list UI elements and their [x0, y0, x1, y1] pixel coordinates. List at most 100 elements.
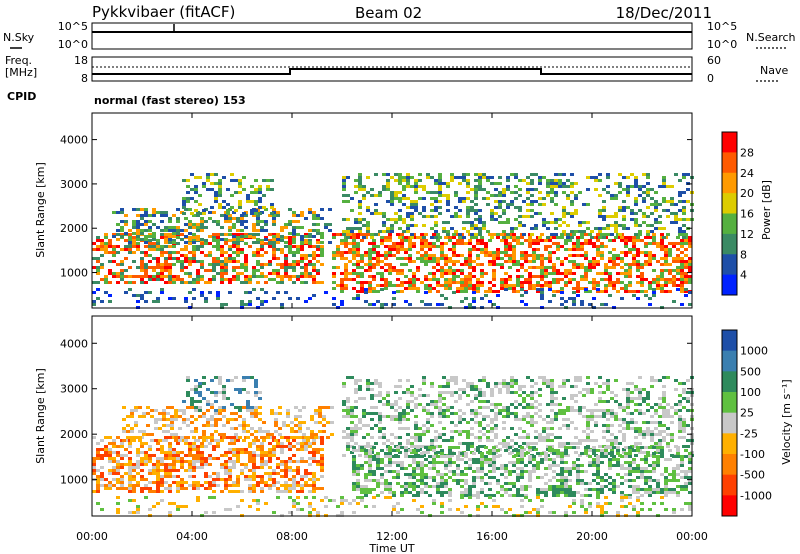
- power-cell: [128, 288, 132, 291]
- velocity-cell: [236, 475, 240, 478]
- velocity-cell: [180, 487, 184, 490]
- power-cell: [184, 241, 188, 244]
- power-cell: [156, 211, 160, 214]
- power-cell: [376, 300, 380, 303]
- power-cell: [436, 281, 440, 284]
- power-cell: [466, 206, 470, 209]
- velocity-cell: [226, 418, 230, 421]
- power-cell: [378, 194, 382, 197]
- velocity-cell: [454, 430, 458, 433]
- power-cell: [584, 257, 588, 260]
- velocity-cell: [154, 418, 158, 421]
- power-cell: [332, 233, 336, 236]
- velocity-cell: [198, 400, 202, 403]
- velocity-cell: [442, 391, 446, 394]
- velocity-cell: [606, 424, 610, 427]
- power-cell: [478, 179, 482, 182]
- power-cell: [502, 221, 506, 224]
- power-cell: [626, 185, 630, 188]
- power-cell: [614, 197, 618, 200]
- power-cell: [688, 269, 692, 272]
- power-cell: [398, 176, 402, 179]
- power-cell: [388, 251, 392, 254]
- power-cell: [180, 260, 184, 263]
- power-cell: [664, 290, 668, 293]
- power-cell: [440, 294, 444, 297]
- power-cell: [346, 227, 350, 230]
- power-cell: [108, 251, 112, 254]
- power-cell: [460, 287, 464, 290]
- power-cell: [678, 200, 682, 203]
- power-cell: [670, 185, 674, 188]
- velocity-cell: [586, 424, 590, 427]
- power-cell: [520, 284, 524, 287]
- power-cell: [252, 241, 256, 244]
- power-cell: [240, 214, 244, 217]
- power-cell: [654, 191, 658, 194]
- velocity-cell: [224, 466, 228, 469]
- power-cell: [444, 284, 448, 287]
- power-cell: [208, 263, 212, 266]
- velocity-cell: [384, 464, 388, 467]
- power-cell: [648, 257, 652, 260]
- power-cell: [300, 214, 304, 217]
- velocity-cell: [268, 478, 272, 481]
- velocity-cell: [96, 484, 100, 487]
- power-cell: [630, 212, 634, 215]
- velocity-cell: [602, 412, 606, 415]
- velocity-cell: [198, 394, 202, 397]
- power-cell: [194, 185, 198, 188]
- velocity-cell: [460, 473, 464, 476]
- power-cell: [272, 257, 276, 260]
- velocity-cell: [614, 394, 618, 397]
- power-cell: [432, 275, 436, 278]
- velocity-cell: [354, 430, 358, 433]
- velocity-cell: [116, 487, 120, 490]
- power-cell: [472, 300, 476, 303]
- power-cell: [666, 209, 670, 212]
- power-cell: [172, 297, 176, 300]
- power-cell: [368, 281, 372, 284]
- power-cell: [404, 236, 408, 239]
- velocity-cell: [132, 466, 136, 469]
- power-cell: [646, 206, 650, 209]
- velocity-cell: [294, 415, 298, 418]
- power-cell: [410, 203, 414, 206]
- power-cell: [638, 188, 642, 191]
- velocity-cell: [518, 385, 522, 388]
- velocity-cell: [444, 467, 448, 470]
- power-cell: [648, 251, 652, 254]
- velocity-cell: [358, 421, 362, 424]
- power-cell: [438, 176, 442, 179]
- power-cell: [368, 260, 372, 263]
- power-cell: [536, 248, 540, 251]
- power-cell: [228, 245, 232, 248]
- velocity-cell: [538, 436, 542, 439]
- power-cell: [164, 214, 168, 217]
- power-cell: [466, 212, 470, 215]
- velocity-cell: [104, 487, 108, 490]
- power-cell: [394, 197, 398, 200]
- power-cell: [254, 212, 258, 215]
- power-cell: [554, 191, 558, 194]
- power-cell: [504, 284, 508, 287]
- power-cell: [388, 269, 392, 272]
- power-cell: [356, 260, 360, 263]
- velocity-cell: [212, 481, 216, 484]
- power-cell: [340, 303, 344, 306]
- velocity-cell: [254, 415, 258, 418]
- velocity-cell: [486, 400, 490, 403]
- power-cell: [388, 281, 392, 284]
- velocity-cell: [486, 406, 490, 409]
- power-cell: [232, 278, 236, 281]
- power-cell: [228, 248, 232, 251]
- velocity-cell: [550, 397, 554, 400]
- power-cell: [660, 272, 664, 275]
- power-cell: [144, 281, 148, 284]
- velocity-cell: [304, 448, 308, 451]
- velocity-cell: [92, 490, 96, 493]
- power-cell: [492, 251, 496, 254]
- velocity-cell: [642, 433, 646, 436]
- power-cell: [316, 214, 320, 217]
- power-cell: [530, 179, 534, 182]
